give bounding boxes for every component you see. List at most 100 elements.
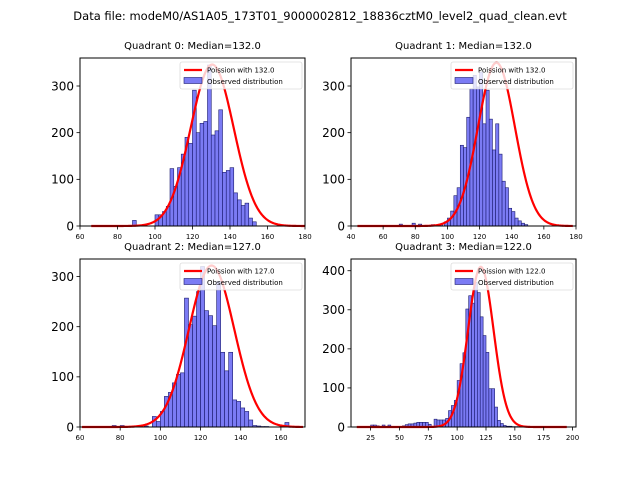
y-tick-label: 200 [322, 126, 345, 140]
legend-label-poisson: Poission with 132.0 [478, 67, 546, 75]
subplot-title: Quadrant 1: Median=132.0 [395, 41, 532, 52]
legend-bar-swatch [183, 278, 203, 285]
legend: Poission with 132.0 Observed distribution [179, 61, 303, 90]
histogram-bar [224, 370, 229, 428]
histogram-bar [498, 153, 503, 227]
x-tick-label: 60 [379, 233, 388, 241]
histogram-bar [485, 89, 490, 227]
subplot-quadrant-2: Quadrant 2: Median=127.0 0 100 200 300 60 80 10… [51, 242, 306, 442]
x-tick-label: 80 [411, 233, 420, 241]
x-tick-label: 180 [298, 233, 311, 241]
histogram-bar [491, 388, 495, 428]
axes-frame [350, 258, 577, 428]
x-tick-label: 50 [395, 434, 404, 442]
subplot-title: Quadrant 3: Median=122.0 [395, 242, 532, 253]
x-tick-label: 60 [76, 434, 85, 442]
x-tick-label: 80 [113, 233, 122, 241]
x-tick-label: 100 [148, 233, 161, 241]
y-tick-label: 200 [51, 320, 74, 334]
histogram-bars [370, 282, 524, 428]
legend-bar-swatch [454, 77, 474, 84]
legend-label-observed: Observed distribution [207, 279, 283, 287]
y-tick-label: 200 [51, 126, 74, 140]
histogram-bar [471, 302, 475, 428]
histogram-bar [459, 144, 464, 227]
histogram-bar [517, 220, 522, 227]
legend-box [179, 262, 303, 291]
histogram-bar [225, 170, 231, 227]
x-tick-label: 140 [234, 434, 247, 442]
histogram-bar [180, 372, 185, 428]
histogram-bar [248, 419, 254, 428]
histogram-bar [192, 315, 197, 428]
histogram-bar [482, 123, 487, 227]
histogram-bar [504, 187, 509, 227]
x-tick-label: 175 [537, 434, 550, 442]
histogram-bar [229, 167, 235, 227]
histogram-bar [492, 149, 496, 227]
suptitle: Data file: modeM0/AS1A05_173T01_90000028… [73, 9, 567, 23]
x-tick-label: 100 [154, 434, 167, 442]
histogram-bar [477, 292, 481, 428]
histogram-bar [479, 316, 484, 428]
histogram-bar [188, 324, 193, 428]
histogram-bar [208, 315, 213, 428]
histogram-bar [222, 172, 227, 227]
histogram-bar [176, 374, 181, 428]
histogram-bar [485, 352, 490, 428]
legend: Poission with 127.0 Observed distribution [179, 262, 303, 291]
y-tick-label: 0 [66, 219, 74, 233]
legend: Poission with 122.0 Observed distribution [450, 262, 574, 291]
subplot-quadrant-3: Quadrant 3: Median=122.0 0 100 200 300 400 25 5… [322, 242, 579, 442]
histogram-bar [236, 401, 242, 428]
histogram-bar [240, 205, 246, 227]
y-tick-label: 400 [322, 264, 345, 278]
histogram-bar [495, 123, 500, 227]
y-tick-label: 300 [322, 79, 345, 93]
x-tick-label: 150 [508, 434, 521, 442]
histogram-bar [494, 406, 498, 428]
y-tick-label: 100 [322, 381, 345, 395]
legend-label-observed: Observed distribution [478, 279, 554, 287]
histogram-bar [500, 423, 504, 428]
histogram-bar [188, 143, 193, 227]
histogram-bar [508, 207, 513, 227]
x-tick-label: 140 [505, 233, 518, 241]
histogram-bar [216, 281, 221, 428]
histogram-bar [195, 132, 201, 227]
x-tick-label: 120 [186, 233, 199, 241]
x-tick-label: 160 [537, 233, 550, 241]
histogram-bar [196, 291, 201, 428]
x-tick-label: 180 [569, 233, 582, 241]
histogram-bar [479, 71, 484, 227]
legend-box [179, 61, 303, 90]
y-tick-label: 0 [66, 420, 74, 434]
y-tick-label: 100 [51, 370, 74, 384]
y-tick-label: 100 [322, 173, 345, 187]
histogram-bar [488, 388, 493, 428]
legend: Poission with 132.0 Observed distribution [450, 61, 574, 90]
legend-bar-swatch [183, 77, 203, 84]
subplot-quadrant-1: Quadrant 1: Median=132.0 0 100 200 300 40 60 80… [322, 41, 583, 241]
histogram-bar [200, 266, 205, 428]
histogram-bar [244, 202, 250, 227]
axes-frame [350, 57, 577, 227]
subplot-quadrant-0: Quadrant 0: Median=132.0 0 100 200 300 60 80 10… [51, 41, 312, 241]
legend-box [450, 262, 574, 291]
y-tick-label: 0 [337, 219, 345, 233]
y-tick-label: 300 [51, 79, 74, 93]
legend-label-observed: Observed distribution [207, 78, 283, 86]
histogram-bar [511, 211, 516, 227]
histogram-bar [214, 130, 220, 227]
histogram-bar [497, 420, 501, 428]
x-tick-label: 80 [116, 434, 125, 442]
histogram-bar [244, 411, 250, 428]
x-tick-label: 120 [473, 233, 486, 241]
histogram-bars [132, 64, 257, 227]
legend-label-observed: Observed distribution [478, 78, 554, 86]
subplot-title: Quadrant 2: Median=127.0 [124, 242, 261, 253]
histogram-bar [476, 86, 480, 227]
histogram-bar [199, 123, 205, 227]
legend-label-poisson: Poission with 122.0 [478, 268, 546, 276]
